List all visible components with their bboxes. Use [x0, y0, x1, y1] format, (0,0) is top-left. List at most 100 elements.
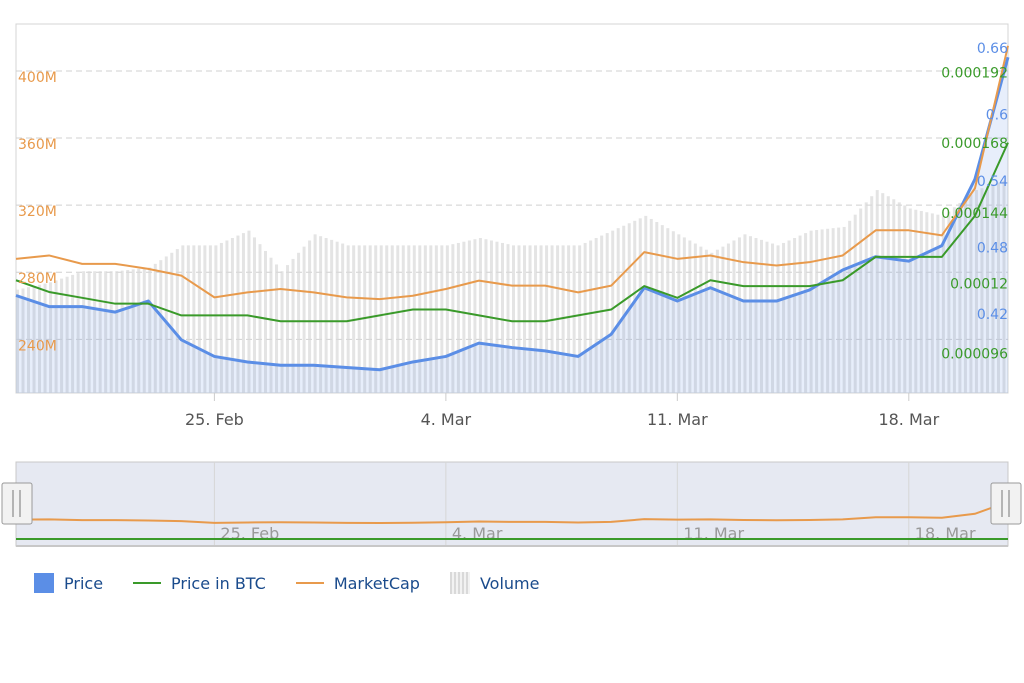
y-tick-label-marketcap: 320M	[18, 204, 57, 220]
navigator-handle-right[interactable]	[990, 482, 1022, 525]
volume-bar	[567, 245, 571, 393]
legend-item-volume[interactable]: Volume	[449, 572, 540, 594]
volume-bar	[771, 243, 775, 393]
volume-bar	[407, 245, 411, 393]
volume-bar	[203, 245, 207, 393]
volume-bar	[241, 233, 245, 393]
y-tick-label-btc: 0.000192	[941, 66, 1008, 82]
volume-bar	[252, 237, 256, 393]
volume-bar	[335, 241, 339, 393]
legend-label-volume: Volume	[479, 573, 540, 593]
volume-bar	[109, 271, 113, 393]
volume-bar	[208, 245, 212, 393]
volume-bar	[269, 257, 273, 393]
volume-bar	[49, 282, 53, 393]
volume-bar	[142, 268, 146, 393]
marketcap-line	[15, 45, 1009, 301]
volume-bar	[837, 227, 841, 393]
volume-bar	[881, 193, 885, 393]
y-tick-label-marketcap: 280M	[18, 271, 57, 287]
volume-bar	[815, 230, 819, 393]
volume-bar	[423, 245, 427, 393]
volume-bar	[93, 271, 97, 393]
volume-bar	[346, 245, 350, 393]
volume-bar	[919, 210, 923, 393]
navigator-handle-left[interactable]	[1, 482, 33, 525]
volume-bar	[974, 190, 978, 393]
volume-bar	[324, 238, 328, 393]
legend-label-price: Price	[64, 573, 104, 593]
volume-bar	[32, 285, 36, 393]
volume-bar	[1002, 180, 1006, 393]
volume-bar	[291, 258, 295, 393]
volume-bar	[721, 246, 725, 393]
volume-bar	[313, 234, 317, 393]
volume-bar	[434, 245, 438, 393]
volume-bar	[164, 256, 168, 393]
volume-bar	[401, 245, 405, 393]
volume-bar	[980, 188, 984, 393]
volume-bar	[181, 245, 185, 393]
volume-bar	[930, 213, 934, 393]
volume-bar	[655, 222, 659, 393]
volume-bar	[54, 280, 58, 393]
volume-bar	[38, 284, 42, 393]
volume-bar	[589, 240, 593, 393]
volume-bar	[131, 269, 135, 393]
volume-bar	[793, 238, 797, 393]
volume-bar	[594, 238, 598, 393]
volume-bar	[319, 236, 323, 393]
volume-bar	[737, 237, 741, 393]
volume-bar	[385, 245, 389, 393]
volume-bar	[170, 252, 174, 393]
legend-item-marketcap[interactable]: MarketCap	[295, 574, 420, 593]
volume-bar	[831, 228, 835, 393]
volume-bar	[495, 241, 499, 393]
volume-bar	[87, 271, 91, 393]
volume-bar	[732, 240, 736, 393]
volume-bar	[914, 209, 918, 393]
legend-item-price[interactable]: Price	[34, 573, 103, 593]
legend-item-price-btc[interactable]: Price in BTC	[133, 574, 266, 593]
navigator-window	[15, 461, 1009, 547]
volume-bar	[82, 271, 86, 393]
volume-bar	[963, 198, 967, 393]
volume-bar	[98, 271, 102, 393]
y-tick-label-price: 0.42	[977, 307, 1008, 323]
volume-bar	[886, 196, 890, 393]
volume-bar	[175, 249, 179, 393]
y-tick-label-marketcap: 360M	[18, 137, 57, 153]
volume-bar	[958, 202, 962, 393]
y-tick-label-price: 0.66	[977, 41, 1008, 57]
volume-bar	[21, 288, 25, 393]
volume-bar	[43, 283, 47, 393]
volume-bar	[120, 270, 124, 393]
volume-bar	[297, 252, 301, 393]
x-tick-label: 11. Mar	[647, 410, 708, 429]
volume-bar	[330, 239, 334, 393]
volume-bar	[390, 245, 394, 393]
volume-bar	[622, 225, 626, 393]
volume-bar	[936, 214, 940, 393]
volume-bar	[60, 278, 64, 393]
marketcap-swatch-icon	[295, 582, 324, 584]
volume-bar	[765, 241, 769, 393]
volume-bar	[192, 245, 196, 393]
volume-bar	[671, 231, 675, 393]
volume-bar	[638, 218, 642, 393]
volume-bar	[137, 268, 141, 393]
volume-bar	[682, 237, 686, 393]
y-tick-label-price: 0.6	[986, 108, 1008, 124]
volume-bar	[71, 274, 75, 393]
volume-bar	[539, 245, 543, 393]
volume-bar	[996, 182, 1000, 393]
x-tick-label: 4. Mar	[421, 410, 472, 429]
volume-bar	[379, 245, 383, 393]
volume-bar	[633, 220, 637, 393]
y-tick-label-btc: 0.000144	[941, 206, 1008, 222]
volume-bar	[826, 228, 830, 393]
chart-svg: 240M 280M 320M 360M 400M 0.42 0.48 0.54 0.6 0.66 0…	[1, 23, 1022, 547]
volume-bar	[699, 246, 703, 393]
volume-bar	[693, 243, 697, 393]
